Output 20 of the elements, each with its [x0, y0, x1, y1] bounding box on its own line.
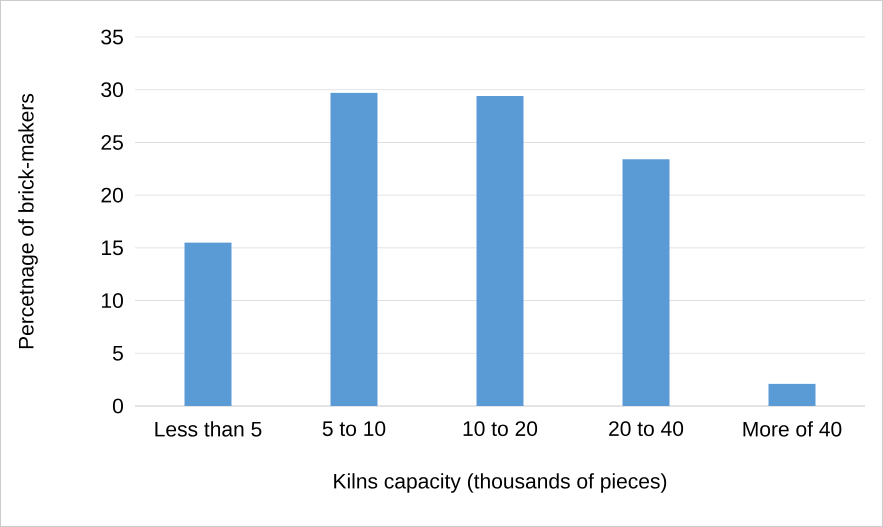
y-tick-label: 15 [102, 240, 123, 256]
y-tick-label: 0 [112, 398, 123, 414]
y-tick-label: 10 [102, 293, 123, 308]
y-axis-title: Percetnage of brick-makers [18, 94, 38, 348]
x-tick-label: Less than 5 [155, 421, 262, 437]
x-tick-label: 20 to 40 [609, 421, 684, 436]
bar [184, 242, 232, 406]
y-tick-label: 25 [102, 135, 123, 150]
y-tick-label: 5 [112, 346, 123, 361]
bar [330, 92, 378, 406]
x-axis-title: Kilns capacity (thousands of pieces) [334, 473, 666, 493]
x-tick-label: 10 to 20 [464, 421, 538, 436]
y-tick-label: 20 [102, 188, 123, 203]
x-tick-label: 5 to 10 [322, 421, 386, 436]
y-tick-label: 30 [101, 82, 123, 98]
bar [768, 384, 816, 406]
x-tick-label: More of 40 [744, 421, 842, 437]
bar [622, 159, 670, 406]
y-tick-label: 35 [101, 30, 123, 44]
bar [476, 96, 524, 406]
